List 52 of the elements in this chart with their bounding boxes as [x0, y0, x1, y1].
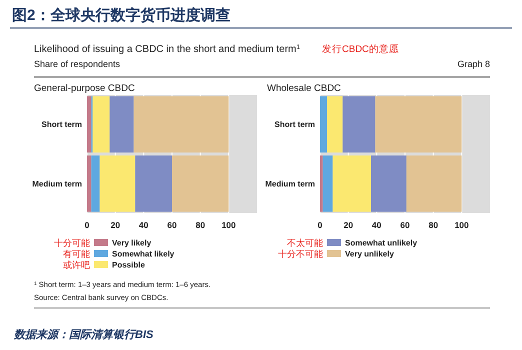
x-tick-label: 0 [318, 220, 323, 230]
bar [110, 96, 134, 153]
bar [135, 155, 172, 212]
y-tick-label: Medium term [265, 179, 315, 188]
x-tick-label: 100 [454, 220, 470, 230]
x-tick-label: 100 [222, 220, 236, 230]
source-note: 数据来源：国际清算银行BIS [13, 328, 154, 341]
y-tick-label: Short term [274, 120, 315, 130]
text: 图2：全球央行数字货币进度调查 [12, 6, 230, 24]
y-tick-label: Medium term [32, 179, 82, 188]
chart-title: General-purpose CBDC [34, 83, 135, 94]
bar [320, 155, 323, 212]
x-tick-label: 60 [400, 220, 410, 230]
x-tick-label: 60 [167, 220, 177, 230]
bar [91, 155, 100, 212]
bar [87, 155, 92, 212]
text: 有可能 [63, 249, 90, 259]
x-tick-label: 40 [372, 220, 382, 230]
x-tick-label: 20 [110, 220, 120, 230]
bar [406, 155, 462, 212]
text: Likelihood of issuing a CBDC in the short and medium term$^{1}$ [34, 44, 300, 55]
legend-label: Possible [112, 260, 146, 270]
x-tick-label: 40 [138, 220, 149, 230]
x-tick-label: 80 [196, 220, 206, 230]
x-tick-label: 20 [344, 220, 354, 230]
bar [322, 155, 333, 212]
bar [375, 96, 462, 153]
x-tick-label: 80 [428, 220, 438, 230]
bar [327, 96, 343, 153]
text: 发行CBDC的意愿 [322, 43, 399, 55]
legend-label: Very likely [112, 238, 152, 248]
text: 十分不可能 [278, 249, 323, 259]
bar [371, 155, 406, 212]
bar [320, 96, 328, 153]
text: 十分可能 [54, 238, 90, 248]
bar [332, 155, 371, 212]
text: Share of respondents [34, 59, 121, 69]
y-tick-label: Short term [42, 120, 82, 130]
x-tick-label: 0 [84, 220, 90, 230]
text: 不太可能 [287, 238, 323, 248]
bar [134, 96, 229, 153]
legend-label: Somewhat likely [112, 250, 175, 258]
legend-label: Somewhat unlikely [345, 238, 418, 248]
bar [87, 96, 92, 153]
bar [342, 96, 376, 153]
text: 或许吧 [63, 260, 90, 270]
bar [100, 155, 136, 212]
bar [92, 96, 110, 153]
chart-title: Wholesale CBDC [267, 83, 342, 94]
bar [172, 155, 229, 212]
caption: Graph 8 [457, 59, 490, 69]
legend-label: Very unlikely [345, 250, 394, 258]
